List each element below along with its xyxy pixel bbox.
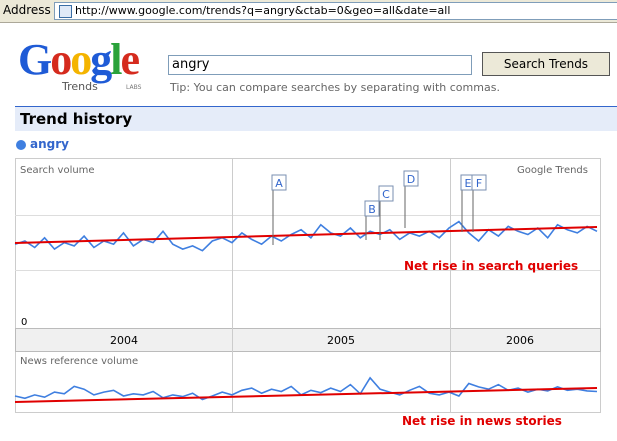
flag-label: A: [275, 177, 283, 190]
search-query: angry: [172, 57, 210, 72]
year-label: 2006: [506, 334, 534, 347]
search-input[interactable]: angry: [168, 55, 472, 75]
chart-frame: [15, 158, 601, 413]
logo-letter: e: [120, 35, 139, 84]
address-bar: Address http://www.google.com/trends?q=a…: [0, 0, 617, 23]
chart-label: News reference volume: [20, 356, 138, 367]
section-title: Trend history: [20, 110, 133, 128]
search-button[interactable]: Search Trends: [482, 52, 610, 76]
series-line: [14, 376, 598, 401]
section-header: Trend history: [15, 106, 617, 131]
flag-label: D: [407, 173, 415, 186]
year-band: [15, 328, 601, 352]
flag-label: B: [368, 203, 376, 216]
url-field[interactable]: http://www.google.com/trends?q=angry&cta…: [54, 2, 617, 20]
year-label: 2005: [327, 334, 355, 347]
zero-label: 0: [21, 317, 27, 328]
flag-label: E: [465, 177, 472, 190]
chart-label: Search volume: [20, 165, 95, 176]
logo-product: Trends: [62, 80, 98, 93]
year-label: 2004: [110, 334, 138, 347]
flag-box: [271, 174, 287, 191]
annotation: Net rise in news stories: [402, 414, 562, 428]
trend-line: [14, 387, 598, 403]
annotation: Net rise in search queries: [404, 259, 578, 273]
flag-label: C: [382, 188, 390, 201]
series-line: [14, 220, 598, 252]
logo: Google: [18, 34, 140, 85]
flag-box: [403, 170, 419, 187]
chart-source: Google Trends: [517, 165, 588, 176]
flag-box: [378, 185, 394, 202]
page-icon: [59, 5, 72, 18]
logo-letter: o: [70, 35, 92, 84]
logo-letter: G: [18, 35, 52, 84]
term: angry: [30, 137, 69, 151]
term-dot: [16, 140, 26, 150]
address-label: Address: [3, 3, 51, 17]
logo-letter: o: [50, 35, 72, 84]
tip: Tip: You can compare searches by separat…: [170, 81, 500, 94]
trend-line: [14, 226, 598, 244]
flag-box: [364, 200, 380, 217]
logo-letter: l: [110, 35, 122, 84]
logo-letter: g: [90, 35, 112, 84]
url: http://www.google.com/trends?q=angry&cta…: [75, 4, 451, 17]
flag-box: [471, 174, 487, 191]
logo-badge: LABS: [126, 84, 142, 91]
flag-label: F: [476, 177, 482, 190]
